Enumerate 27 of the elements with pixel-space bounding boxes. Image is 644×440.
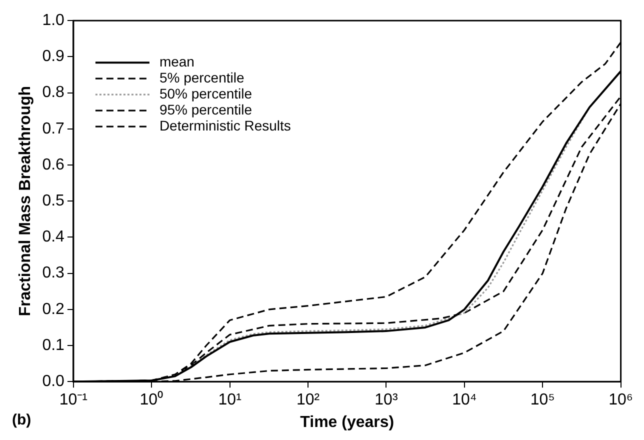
y-tick-label: 0.3 bbox=[42, 264, 65, 282]
y-tick-label: 0.9 bbox=[42, 48, 65, 66]
legend-label: 5% percentile bbox=[159, 69, 244, 86]
x-tick-label: 10⁴ bbox=[452, 392, 477, 409]
text: (b) bbox=[12, 412, 32, 429]
y-tick-label: 1.0 bbox=[42, 12, 65, 30]
x-tick-label: 10⁻¹ bbox=[59, 392, 88, 409]
x-tick-label: 10⁵ bbox=[530, 392, 555, 409]
x-tick-label: 10³ bbox=[374, 392, 398, 409]
x-tick-label: 10² bbox=[296, 392, 320, 409]
legend-label: Deterministic Results bbox=[159, 117, 291, 134]
y-axis-title: Fractional Mass Breakthrough bbox=[17, 86, 34, 316]
x-tick-label: 10⁶ bbox=[608, 392, 634, 409]
y-tick-label: 0.0 bbox=[42, 373, 65, 390]
y-tick-label: 0.5 bbox=[42, 192, 65, 210]
y-tick-label: 0.7 bbox=[42, 120, 65, 138]
y-tick-label: 0.6 bbox=[42, 156, 65, 174]
y-tick-label: 0.4 bbox=[42, 228, 65, 246]
legend-label: 50% percentile bbox=[159, 85, 252, 102]
legend-label: mean bbox=[159, 53, 194, 70]
y-tick-label: 0.2 bbox=[42, 300, 65, 318]
x-tick-label: 10¹ bbox=[218, 392, 242, 409]
y-tick-label: 0.8 bbox=[42, 84, 65, 102]
legend-label: 95% percentile bbox=[159, 101, 252, 118]
y-tick-label: 0.1 bbox=[42, 336, 65, 354]
x-tick-label: 10⁰ bbox=[140, 390, 164, 409]
x-axis-title: Time (years) bbox=[300, 414, 394, 431]
